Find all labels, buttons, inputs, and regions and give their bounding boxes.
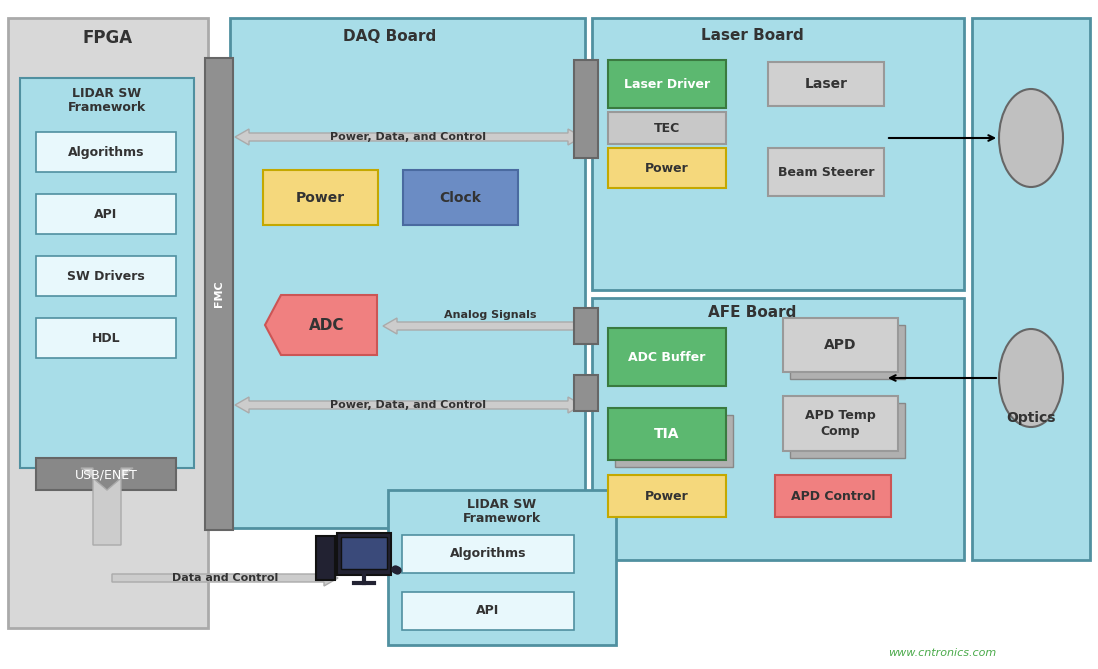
Bar [36,458,176,490]
Bar [608,408,726,460]
Text: Framework: Framework [463,512,541,526]
Bar [403,170,518,225]
Text: Power: Power [646,161,688,175]
Bar [264,170,378,225]
Bar [574,308,598,344]
Bar [592,18,964,290]
Text: FMC: FMC [214,281,224,307]
Ellipse shape [999,89,1063,187]
Bar [608,60,726,108]
Text: HDL: HDL [92,332,121,345]
Polygon shape [383,318,581,334]
Text: Framework: Framework [68,100,146,114]
Text: APD Control: APD Control [791,490,875,502]
Bar [783,396,898,451]
Bar [316,536,335,580]
Bar [36,318,176,358]
Bar [615,415,733,467]
Bar [768,148,884,196]
Bar [20,78,194,468]
Text: LIDAR SW: LIDAR SW [468,498,537,512]
Text: TIA: TIA [654,427,680,441]
Text: Beam Steerer: Beam Steerer [777,165,874,179]
Text: TEC: TEC [654,122,680,134]
Text: Power: Power [646,490,688,502]
Bar [775,475,890,517]
Text: Optics: Optics [1006,411,1056,425]
Bar [229,18,585,528]
Polygon shape [81,468,133,545]
Bar [592,298,964,560]
Text: Power: Power [295,191,345,205]
Bar [608,475,726,517]
Text: Power, Data, and Control: Power, Data, and Control [330,132,486,142]
Text: Laser Board: Laser Board [701,27,804,43]
Bar [608,148,726,188]
Text: Laser Driver: Laser Driver [624,78,710,90]
Bar [574,375,598,411]
Bar [608,112,726,144]
Text: Analog Signals: Analog Signals [444,310,536,320]
Text: Algorithms: Algorithms [68,145,144,159]
Text: FPGA: FPGA [83,29,133,47]
Bar [36,194,176,234]
Text: APD Temp: APD Temp [805,409,875,423]
Ellipse shape [999,329,1063,427]
Text: Comp: Comp [820,425,860,438]
Bar [388,490,616,645]
Bar [36,256,176,296]
Bar [8,18,208,628]
Bar [36,132,176,172]
Text: AFE Board: AFE Board [708,304,796,320]
Bar [768,62,884,106]
Bar [402,535,574,573]
Bar [337,533,391,575]
Bar [789,403,905,458]
Polygon shape [112,570,338,586]
Bar [341,537,386,569]
Text: API: API [477,605,500,617]
Polygon shape [235,129,582,145]
Text: Clock: Clock [439,191,481,205]
Bar [783,318,898,372]
Text: DAQ Board: DAQ Board [344,29,437,43]
Text: www.cntronics.com: www.cntronics.com [888,648,996,658]
Text: Laser: Laser [805,77,848,91]
Text: APD: APD [824,338,856,352]
Text: Data and Control: Data and Control [172,573,278,583]
Text: Power, Data, and Control: Power, Data, and Control [330,400,486,410]
Bar [205,58,233,530]
Polygon shape [235,397,582,413]
Bar [574,60,598,158]
Text: SW Drivers: SW Drivers [67,270,145,282]
Polygon shape [265,295,377,355]
Bar [608,328,726,386]
Text: USB/ENET: USB/ENET [75,468,137,482]
Bar [789,325,905,379]
Bar [402,592,574,630]
Bar [972,18,1090,560]
Text: API: API [94,207,117,221]
Text: ADC: ADC [310,318,345,332]
Text: Algorithms: Algorithms [450,547,526,561]
Text: LIDAR SW: LIDAR SW [72,86,142,100]
Text: ADC Buffer: ADC Buffer [628,351,706,363]
